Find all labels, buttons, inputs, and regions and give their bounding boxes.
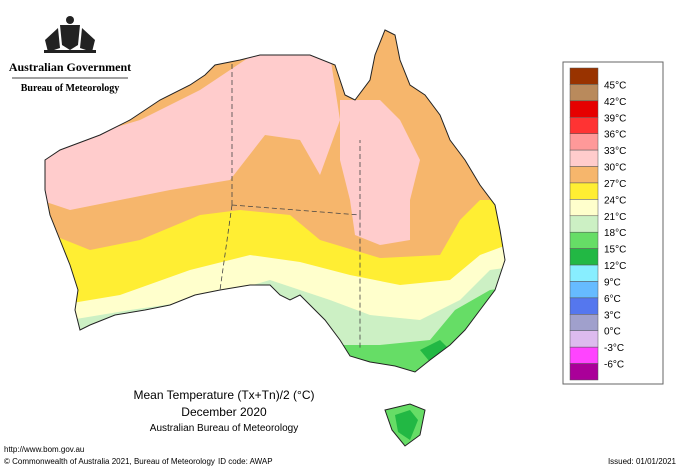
legend-swatch: [569, 166, 599, 184]
legend-swatch: [569, 84, 599, 102]
legend: 45°C 42°C 39°C 36°C 33°C 30°C 27°C 24°C 21°C 18°C…: [569, 67, 626, 381]
map-title: Mean Temperature (Tx+Tn)/2 (°C): [134, 388, 315, 402]
legend-label: 39°C: [604, 113, 626, 124]
legend-label: 12°C: [604, 261, 626, 272]
legend-label: 30°C: [604, 163, 626, 174]
legend-swatch: [569, 182, 599, 200]
legend-swatch: [569, 199, 599, 217]
legend-swatch: [569, 133, 599, 151]
legend-label: 9°C: [604, 277, 621, 288]
coastline: [44, 29, 506, 447]
copyright: © Commonwealth of Australia 2021, Bureau…: [4, 457, 215, 466]
legend-swatch: [569, 297, 599, 315]
legend-swatch: [569, 231, 599, 249]
legend-swatch: [569, 363, 599, 381]
legend-label: 36°C: [604, 130, 626, 141]
legend-label: -6°C: [604, 360, 624, 371]
legend-label: 6°C: [604, 294, 621, 305]
legend-label: -3°C: [604, 343, 624, 354]
issued-date: Issued: 01/01/2021: [608, 457, 677, 466]
legend-swatch: [569, 117, 599, 134]
legend-label: 33°C: [604, 146, 626, 157]
legend-swatch: [569, 100, 599, 118]
legend-swatch: [569, 215, 599, 233]
state-borders: [219, 62, 361, 350]
map-source: Australian Bureau of Meteorology: [150, 423, 298, 434]
legend-label: 45°C: [604, 80, 626, 91]
legend-swatch: [569, 149, 599, 167]
bureau-name: Bureau of Meteorology: [21, 83, 120, 94]
legend-label: 27°C: [604, 179, 626, 190]
crest: [44, 16, 96, 53]
legend-swatch: [569, 264, 599, 282]
legend-swatch: [569, 281, 599, 299]
legend-swatch: [569, 330, 599, 348]
legend-label: 3°C: [604, 310, 621, 321]
legend-swatch: [569, 346, 599, 364]
legend-label: 42°C: [604, 97, 626, 108]
legend-swatch: [569, 67, 599, 85]
url: http://www.bom.gov.au: [4, 445, 84, 454]
legend-label: 24°C: [604, 195, 626, 206]
legend-swatch: [569, 314, 599, 331]
agency-name: Australian Government: [9, 60, 131, 74]
legend-label: 18°C: [604, 228, 626, 239]
legend-label: 0°C: [604, 327, 621, 338]
legend-label: 21°C: [604, 212, 626, 223]
id-code: ID code: AWAP: [218, 457, 273, 466]
legend-label: 15°C: [604, 245, 626, 256]
map-period: December 2020: [181, 405, 267, 419]
legend-swatch: [569, 248, 599, 266]
